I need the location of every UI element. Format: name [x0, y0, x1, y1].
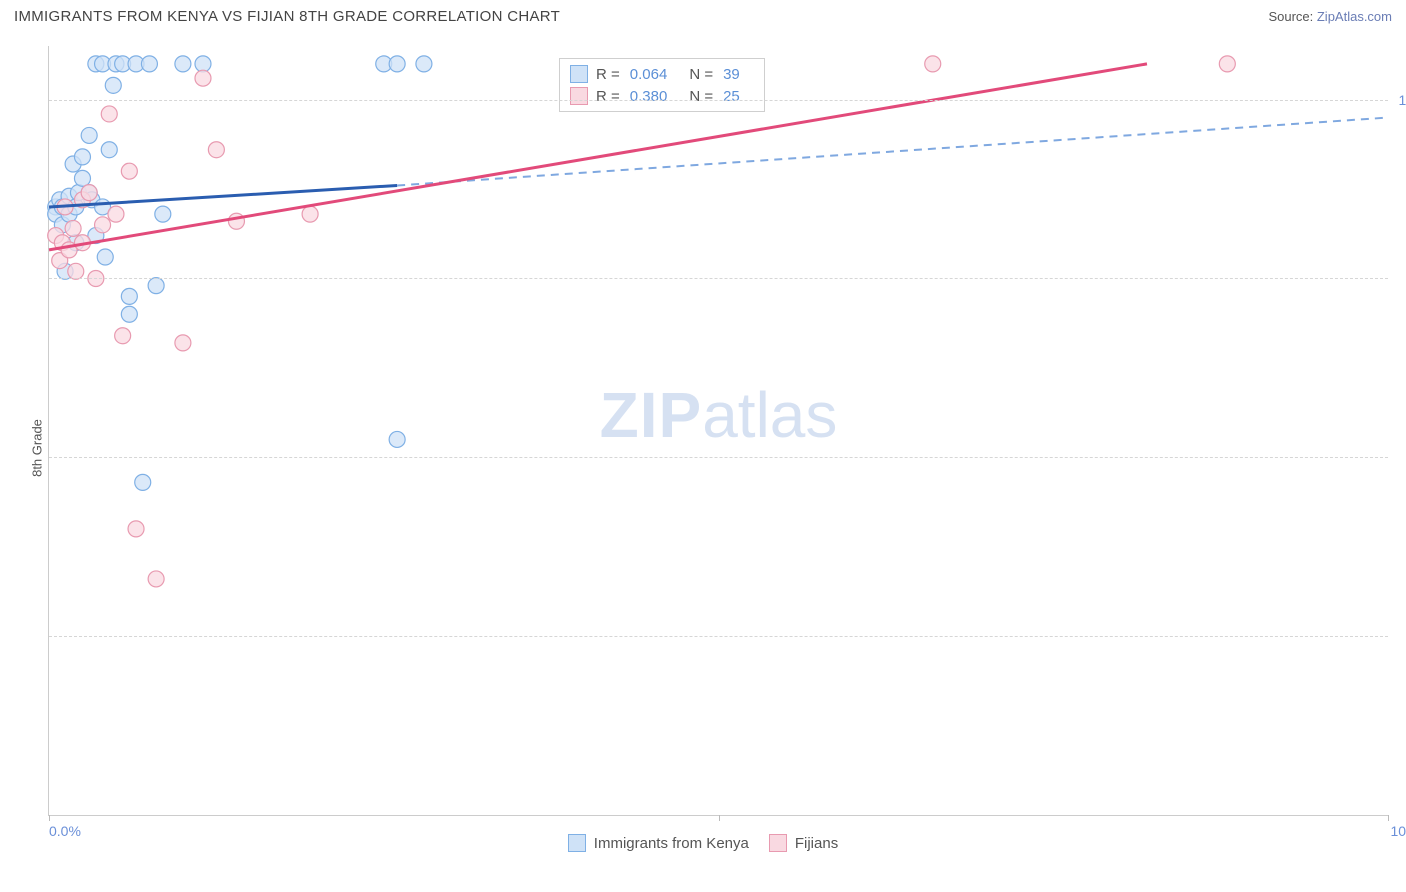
bottom-legend-label: Immigrants from Kenya: [594, 835, 749, 852]
legend-n-value: 25: [723, 88, 740, 105]
legend-n-label: N =: [689, 88, 713, 105]
legend-swatch-fijians: [570, 87, 588, 105]
legend-r-value: 0.064: [630, 66, 668, 83]
bottom-legend-item-fijians: Fijians: [769, 834, 838, 852]
legend-r-label: R =: [596, 66, 620, 83]
header: IMMIGRANTS FROM KENYA VS FIJIAN 8TH GRAD…: [0, 0, 1406, 29]
legend-swatch-kenya: [570, 65, 588, 83]
legend-row-kenya: R = 0.064 N = 39: [570, 63, 754, 85]
bottom-legend-item-kenya: Immigrants from Kenya: [568, 834, 749, 852]
source-link[interactable]: ZipAtlas.com: [1317, 9, 1392, 24]
bottom-legend-swatch-fijians: [769, 834, 787, 852]
source-label: Source: ZipAtlas.com: [1268, 9, 1392, 24]
correlation-legend: R = 0.064 N = 39 R = 0.380 N = 25: [559, 58, 765, 112]
chart-container: 8th Grade ZIPatlas R = 0.064 N = 39 R = …: [0, 38, 1406, 858]
y-tick-label: 100.0%: [1399, 92, 1406, 108]
bottom-legend-swatch-kenya: [568, 834, 586, 852]
chart-title: IMMIGRANTS FROM KENYA VS FIJIAN 8TH GRAD…: [14, 8, 560, 25]
bottom-legend: Immigrants from Kenya Fijians: [0, 834, 1406, 852]
legend-r-value: 0.380: [630, 88, 668, 105]
source-prefix: Source:: [1268, 9, 1316, 24]
y-axis-label: 8th Grade: [29, 419, 44, 477]
legend-r-label: R =: [596, 88, 620, 105]
plot-area: ZIPatlas R = 0.064 N = 39 R = 0.380 N = …: [48, 46, 1388, 816]
legend-n-label: N =: [689, 66, 713, 83]
plot-svg: [49, 46, 1388, 815]
legend-row-fijians: R = 0.380 N = 25: [570, 85, 754, 107]
bottom-legend-label: Fijians: [795, 835, 838, 852]
legend-n-value: 39: [723, 66, 740, 83]
